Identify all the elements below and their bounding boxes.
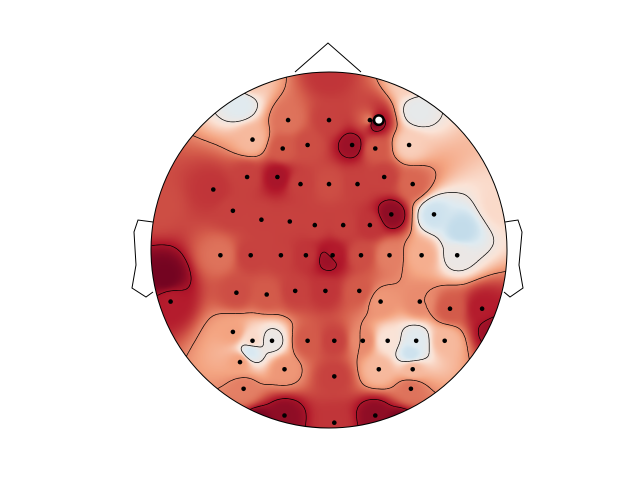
sensor-dot (340, 222, 346, 228)
sensor-dot (419, 253, 424, 258)
sensor-dot (292, 288, 298, 294)
sensor-dot (326, 117, 332, 123)
sensor-dot (323, 288, 328, 294)
sensor-dot (244, 174, 250, 180)
sensor-dot (312, 222, 318, 228)
right-ear-outline (503, 219, 524, 298)
sensor-dot (298, 181, 303, 187)
sensor-dot (330, 253, 335, 258)
sensor-dot (264, 292, 270, 297)
sensor-dot (168, 299, 173, 304)
sensor-dot (358, 253, 364, 258)
sensor-dot (305, 338, 310, 344)
sensor-dot (408, 386, 414, 392)
sensor-dot (385, 338, 391, 344)
sensor-dot (376, 367, 382, 372)
highlighted-sensor-center (375, 116, 383, 124)
sensor-dot (269, 338, 275, 344)
sensor-dot (360, 338, 366, 344)
sensor-dot (410, 367, 416, 372)
sensor-dot (275, 174, 280, 180)
sensor-dot (285, 117, 291, 123)
sensor-dot (479, 306, 485, 312)
nose-outline (294, 42, 362, 73)
sensor-dot (250, 338, 255, 344)
sensor-dot (237, 359, 243, 365)
head-outline (150, 71, 508, 429)
head-outline-group (131, 42, 524, 429)
sensor-dot (413, 338, 419, 344)
sensor-dot (381, 174, 387, 180)
sensor-dot (248, 253, 253, 258)
sensor-dot (373, 413, 378, 418)
sensor-dot (241, 386, 246, 392)
sensor-dot (349, 142, 355, 148)
sensor-dot (332, 420, 337, 426)
sensor-dot (259, 217, 264, 222)
sensor-dot (410, 181, 416, 187)
sensor-dot (303, 253, 309, 258)
sensor-dot (387, 253, 392, 258)
sensor-dot (282, 413, 287, 418)
left-ear-outline (131, 219, 154, 298)
sensor-dot (230, 208, 236, 214)
sensor-dot (417, 299, 423, 304)
sensor-dot (373, 146, 378, 151)
sensor-dot (431, 212, 437, 217)
sensor-dot (442, 338, 448, 344)
sensor-dot (218, 253, 223, 258)
sensor-dot (355, 181, 360, 187)
sensor-markers (168, 114, 485, 426)
sensor-dot (447, 306, 453, 312)
sensor-dot (230, 329, 236, 335)
sensor-dot (406, 142, 412, 148)
sensor-dot (211, 187, 216, 192)
sensor-dot (357, 288, 362, 294)
sensor-dot (305, 142, 310, 148)
sensor-dot (332, 374, 337, 379)
sensor-dot (280, 146, 286, 151)
sensor-dot (250, 137, 255, 142)
sensor-dot (278, 253, 284, 258)
sensor-dot (367, 117, 373, 123)
sensor-dot (287, 219, 293, 224)
sensor-dot (332, 338, 337, 344)
sensor-dot (326, 181, 332, 187)
sensor-dot (367, 222, 373, 228)
sensor-dot (378, 299, 383, 304)
sensor-dot (389, 212, 394, 217)
interpolated-field (151, 72, 507, 428)
sensor-dot (282, 367, 287, 372)
sensor-dot (234, 290, 239, 296)
sensor-dot (454, 253, 460, 258)
